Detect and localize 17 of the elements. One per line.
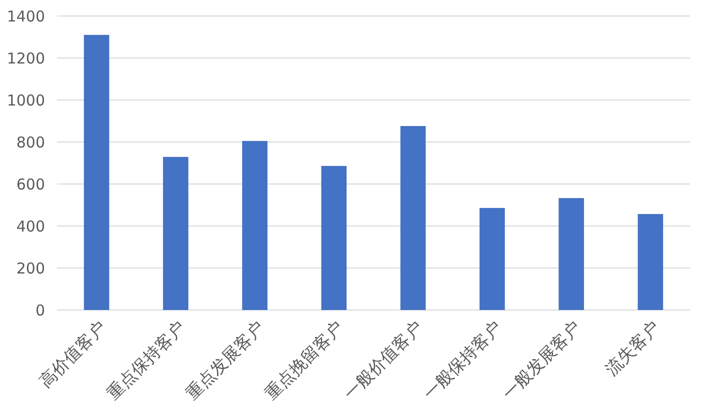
y-tick-label: 600 [16,175,45,194]
y-tick-label: 1400 [6,7,45,26]
bar [558,198,584,310]
bar [321,166,347,310]
bar [638,214,664,310]
y-tick-label: 200 [16,259,45,278]
y-tick-label: 400 [16,217,45,236]
y-tick-label: 1200 [6,49,45,68]
x-tick-label: 流失客户 [602,318,664,380]
bar [400,126,426,310]
bar [242,140,268,310]
y-tick-label: 1000 [6,91,45,110]
y-tick-label: 0 [35,301,45,320]
bar [163,156,188,310]
bar [480,208,505,310]
bar [84,34,110,310]
y-tick-label: 800 [16,133,45,152]
